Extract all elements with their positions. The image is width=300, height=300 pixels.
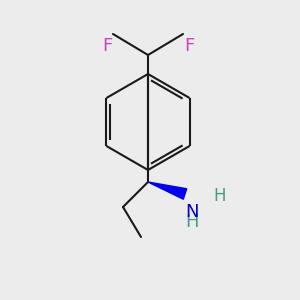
- Text: F: F: [184, 37, 194, 55]
- Polygon shape: [148, 182, 187, 199]
- Text: F: F: [102, 37, 112, 55]
- Text: H: H: [213, 187, 226, 205]
- Text: N: N: [185, 203, 199, 221]
- Text: H: H: [185, 213, 199, 231]
